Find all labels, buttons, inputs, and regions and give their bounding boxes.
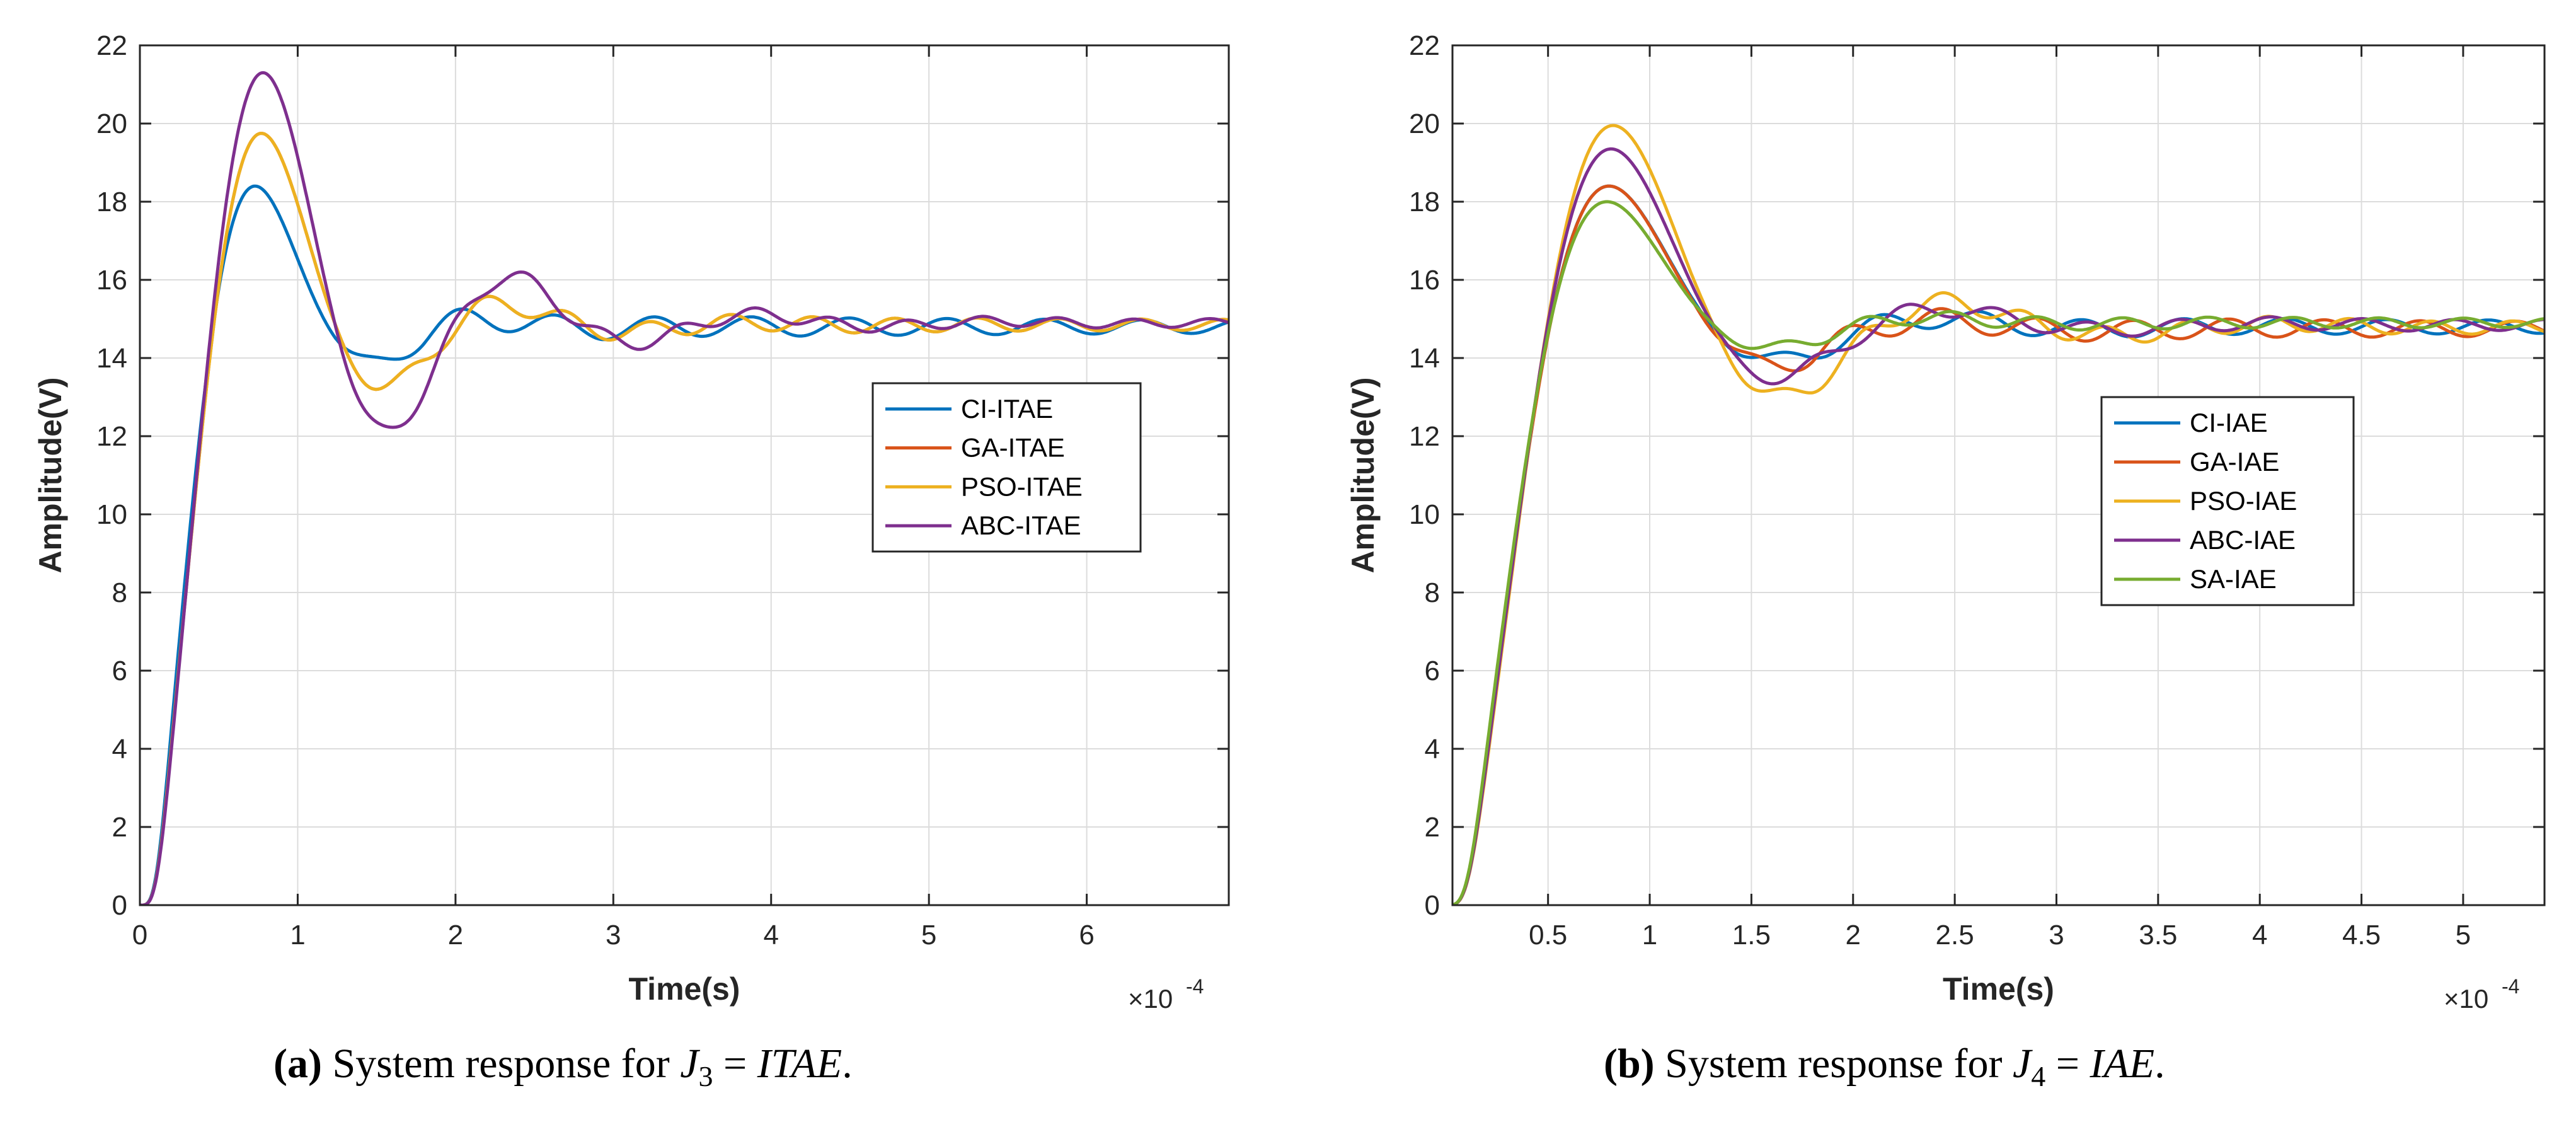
axes-box [139, 44, 1230, 906]
y-tick-label: 12 [1409, 421, 1440, 452]
y-tick-label: 8 [1425, 577, 1440, 608]
caption-a-var: J [680, 1041, 699, 1087]
x-axis-label: Time(s) [629, 971, 740, 1007]
x-tick-label: 0 [132, 920, 147, 951]
y-tick-label: 2 [112, 812, 127, 843]
y-tick-label: 10 [96, 499, 127, 530]
x-tick-label: 3 [606, 920, 621, 951]
x-exponent-label: ×10 [2444, 984, 2488, 1014]
y-tick-label: 6 [112, 656, 127, 686]
y-tick-label: 6 [1425, 656, 1440, 686]
y-tick-label: 18 [1409, 187, 1440, 217]
x-tick-label: 1 [290, 920, 305, 951]
series-line-sa-iae [1452, 200, 2544, 905]
x-tick-label: 0.5 [1529, 920, 1567, 951]
caption-a: (a) System response for J3 = ITAE. [273, 1040, 853, 1091]
legend-entry-sa-iae: SA-IAE [2190, 564, 2277, 594]
caption-b-end: . [2154, 1041, 2165, 1087]
legend-entry-pso-itae: PSO-ITAE [961, 471, 1083, 501]
x-tick-label: 3.5 [2139, 920, 2177, 951]
chart-a: 0 1 2 3 4 5 60246810121416182022Time(s)Amplitu… [33, 30, 1230, 1014]
y-axis-label: Amplitude(V) [1345, 377, 1381, 573]
caption-a-eq: = [713, 1041, 757, 1087]
y-tick-label: 0 [112, 890, 127, 921]
x-tick-label: 3 [2049, 920, 2064, 951]
y-tick-label: 4 [112, 734, 127, 765]
caption-b-eq: = [2045, 1041, 2090, 1087]
x-tick-label: 1.5 [1732, 920, 1771, 951]
y-tick-label: 20 [96, 108, 127, 139]
y-tick-label: 20 [1409, 108, 1440, 139]
x-tick-label: 6 [1079, 920, 1094, 951]
y-tick-label: 16 [96, 265, 127, 296]
series-line-abc-iae [1452, 147, 2544, 905]
y-tick-label: 16 [1409, 265, 1440, 296]
legend-entry-abc-iae: ABC-IAE [2190, 525, 2296, 555]
y-tick-label: 14 [1409, 343, 1440, 374]
series-line-abc-itae [140, 71, 1229, 905]
x-exponent-power: -4 [2502, 975, 2519, 998]
caption-b: (b) System response for J4 = IAE. [1604, 1040, 2165, 1091]
y-tick-label: 22 [96, 30, 127, 61]
y-axis-label: Amplitude(V) [33, 377, 68, 573]
y-tick-label: 4 [1425, 734, 1440, 765]
caption-a-rhs: ITAE [757, 1041, 842, 1087]
chart-b: 0.5 1 1.5 2 2.5 3 3.5 4 4.5 5 0 2 4 6 8 10 12 14 16 18 20 22 T… [1345, 30, 2546, 1014]
legend: CI-ITAE GA-ITAE PSO-ITAE ABC-ITAE [871, 382, 1142, 553]
x-tick-label: 5 [921, 920, 936, 951]
y-tick-label: 10 [1409, 499, 1440, 530]
caption-b-sub: 4 [2031, 1060, 2046, 1092]
legend-entry-ci-iae: CI-IAE [2190, 408, 2268, 437]
legend-entry-ga-iae: GA-IAE [2190, 447, 2279, 477]
caption-b-text: System response for [1654, 1041, 2013, 1087]
caption-a-sub: 3 [698, 1060, 713, 1092]
caption-b-label: (b) [1604, 1041, 1655, 1087]
x-tick-label: 2 [448, 920, 463, 951]
series-line-ga-iae [1452, 184, 2544, 905]
caption-a-text: System response for [321, 1041, 681, 1087]
caption-a-label: (a) [273, 1041, 322, 1087]
x-tick-label: 2 [1846, 920, 1861, 951]
legend-entry-pso-iae: PSO-IAE [2190, 486, 2297, 516]
legend-box [871, 382, 1142, 553]
y-tick-label: 12 [96, 421, 127, 452]
y-tick-label: 2 [1425, 812, 1440, 843]
caption-b-rhs: IAE [2090, 1041, 2155, 1087]
x-exponent-label: ×10 [1128, 984, 1173, 1014]
x-tick-label: 5 [2456, 920, 2471, 951]
x-tick-label: 4 [763, 920, 778, 951]
series-group [140, 71, 1229, 905]
legend-entry-ga-itae: GA-ITAE [961, 433, 1065, 463]
y-tick-label: 22 [1409, 30, 1440, 61]
legend: CI-IAE GA-IAE PSO-IAE ABC-IAE SA-IAE [2100, 396, 2355, 606]
series-line-pso-itae [140, 131, 1229, 905]
legend-entry-ci-itae: CI-ITAE [961, 394, 1053, 424]
caption-a-end: . [842, 1041, 853, 1087]
y-tick-label: 0 [1425, 890, 1440, 921]
plot-area [1452, 45, 2544, 905]
axes-box [1451, 44, 2546, 906]
y-tick-label: 14 [96, 343, 127, 374]
x-tick-label: 4 [2252, 920, 2267, 951]
x-axis-label: Time(s) [1943, 971, 2054, 1007]
x-tick-label: 1 [1642, 920, 1657, 951]
x-tick-label: 2.5 [1936, 920, 1974, 951]
y-tick-label: 8 [112, 577, 127, 608]
caption-b-var: J [2012, 1041, 2032, 1087]
y-tick-label: 18 [96, 187, 127, 217]
legend-entry-abc-itae: ABC-ITAE [961, 511, 1081, 540]
x-tick-label: 4.5 [2342, 920, 2381, 951]
series-group [1452, 124, 2544, 905]
x-exponent-power: -4 [1186, 975, 1204, 998]
